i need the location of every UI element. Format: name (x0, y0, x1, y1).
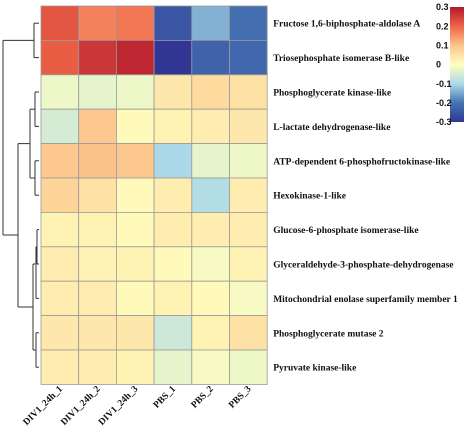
heatmap-cell (153, 108, 193, 144)
colorbar-tick-label: 0.1 (436, 41, 449, 51)
heatmap-cell (40, 5, 80, 41)
heatmap-cells (40, 5, 268, 385)
heatmap-cell (153, 177, 193, 213)
colorbar-tick-label: -0.1 (436, 79, 452, 89)
heatmap-cell (229, 143, 268, 179)
heatmap-cell (229, 211, 268, 248)
heatmap-cell (191, 315, 230, 351)
heatmap-cell (153, 211, 193, 248)
heatmap-cell (116, 315, 155, 351)
heatmap-cell (40, 143, 80, 179)
heatmap-cell (40, 315, 80, 351)
row-label: L-lactate dehydrogenase-like (273, 123, 390, 133)
heatmap-cell (153, 349, 193, 385)
heatmap-cell (78, 280, 117, 317)
heatmap-cell (78, 177, 117, 213)
heatmap-cell (191, 211, 230, 248)
row-labels: Fructose 1,6-biphosphate-aldolase A Trios… (273, 20, 458, 374)
colorbar-tick-label: 0.2 (436, 21, 449, 31)
heatmap-cell (116, 143, 155, 179)
colorbar-tick-label: 0.3 (436, 2, 449, 12)
heatmap-cell (153, 5, 193, 41)
heatmap-cell (229, 280, 268, 317)
heatmap-cell (191, 5, 230, 41)
heatmap-cell (78, 108, 117, 144)
heatmap-cell (229, 5, 268, 41)
row-label: Mitochondrial enolase superfamily member… (273, 295, 458, 305)
row-label: Phosphoglycerate kinase-like (273, 89, 391, 99)
heatmap-cell (40, 211, 80, 248)
heatmap-cell (191, 280, 230, 317)
heatmap-cell (116, 108, 155, 144)
heatmap-cell (78, 74, 117, 110)
heatmap-cell (78, 211, 117, 248)
heatmap-cell (40, 280, 80, 317)
colorbar-tick-label: -0.3 (436, 117, 452, 127)
heatmap-cell (78, 5, 117, 41)
heatmap-cell (229, 246, 268, 282)
row-label: Glyceraldehyde-3-phosphate-dehydrogenase (273, 261, 453, 271)
column-label: PBS_2 (190, 384, 216, 410)
heatmap-cell (78, 40, 117, 76)
heatmap-cell (116, 211, 155, 248)
column-label: PBS_3 (227, 384, 253, 410)
heatmap-cell (191, 108, 230, 144)
heatmap-cell (191, 246, 230, 282)
heatmap-cell (191, 177, 230, 213)
heatmap-cell (229, 40, 268, 76)
heatmap-cell (78, 143, 117, 179)
heatmap-cell (153, 40, 193, 76)
row-label: Phosphoglycerate mutase 2 (273, 329, 384, 339)
heatmap-cell (40, 40, 80, 76)
heatmap-cell (191, 74, 230, 110)
heatmap-cell (116, 280, 155, 317)
heatmap-cell (229, 108, 268, 144)
heatmap-cell (191, 40, 230, 76)
row-label: ATP-dependent 6-phosphofructokinase-like (273, 157, 450, 167)
heatmap-cell (40, 246, 80, 282)
heatmap-cell (78, 349, 117, 385)
colorbar-tick-label: 0 (436, 60, 441, 70)
colorbar (450, 7, 464, 122)
heatmap-cell (229, 349, 268, 385)
heatmap-cell (40, 108, 80, 144)
row-dendrogram (2, 22, 39, 368)
heatmap-cell (153, 143, 193, 179)
heatmap-cell (191, 143, 230, 179)
row-label: Fructose 1,6-biphosphate-aldolase A (273, 20, 420, 30)
heatmap-cell (229, 315, 268, 351)
heatmap-cell (153, 246, 193, 282)
column-label: DIV1_24h_3 (97, 384, 140, 427)
heatmap-cell (229, 177, 268, 213)
row-label: Pyruvate kinase-like (273, 364, 356, 374)
row-label: Hexokinase-1-like (273, 192, 346, 202)
heatmap-cell (153, 280, 193, 317)
heatmap-cell (116, 349, 155, 385)
heatmap-cell (153, 74, 193, 110)
heatmap-cell (40, 74, 80, 110)
heatmap-cell (116, 246, 155, 282)
column-label: PBS_1 (152, 384, 178, 410)
heatmap-cell (40, 349, 80, 385)
row-label: Glucose-6-phosphate isomerase-like (273, 226, 418, 236)
heatmap-cell (153, 315, 193, 351)
colorbar-tick-label: -0.2 (436, 98, 452, 108)
heatmap-cell (116, 74, 155, 110)
colorbar-ticks: 0.3 0.2 0.1 0 -0.1 -0.2 -0.3 (436, 2, 452, 127)
heatmap-cell (116, 40, 155, 76)
heatmap-cell (191, 349, 230, 385)
colorbar-legend: 0.3 0.2 0.1 0 -0.1 -0.2 -0.3 (436, 2, 464, 127)
heatmap-cell (78, 315, 117, 351)
heatmap-cell (229, 74, 268, 110)
heatmap-cell (78, 246, 117, 282)
heatmap-cell (116, 177, 155, 213)
heatmap-cell (40, 177, 80, 213)
row-label: Triosephosphate isomerase B-like (273, 54, 409, 64)
heatmap-cell (116, 5, 155, 41)
